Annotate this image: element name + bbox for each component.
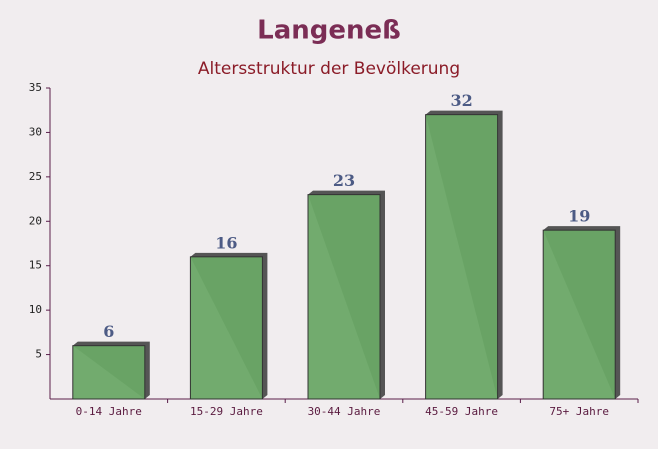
bar [189,256,263,400]
y-tick-label: 25 [29,170,42,183]
value-label: 32 [450,91,472,110]
bar [72,345,146,400]
x-tick-label: 30-44 Jahre [308,405,381,418]
value-label: 6 [103,322,114,341]
y-tick-label: 20 [29,214,42,227]
x-tick-label: 0-14 Jahre [76,405,142,418]
x-tick-label: 45-59 Jahre [425,405,498,418]
x-tick-label: 75+ Jahre [549,405,609,418]
value-label: 19 [568,207,590,226]
bar [307,194,381,400]
y-tick-label: 30 [29,125,42,138]
bar [425,114,499,400]
value-label: 23 [333,171,355,190]
x-tick-label: 15-29 Jahre [190,405,263,418]
y-tick-label: 10 [29,303,42,316]
y-tick-label: 35 [29,81,42,94]
y-tick-label: 5 [35,348,42,361]
chart-title: Langeneß [257,16,401,46]
chart-subtitle: Altersstruktur der Bevölkerung [198,59,460,79]
bar [542,229,616,400]
value-label: 16 [215,233,237,252]
y-tick-label: 15 [29,259,42,272]
